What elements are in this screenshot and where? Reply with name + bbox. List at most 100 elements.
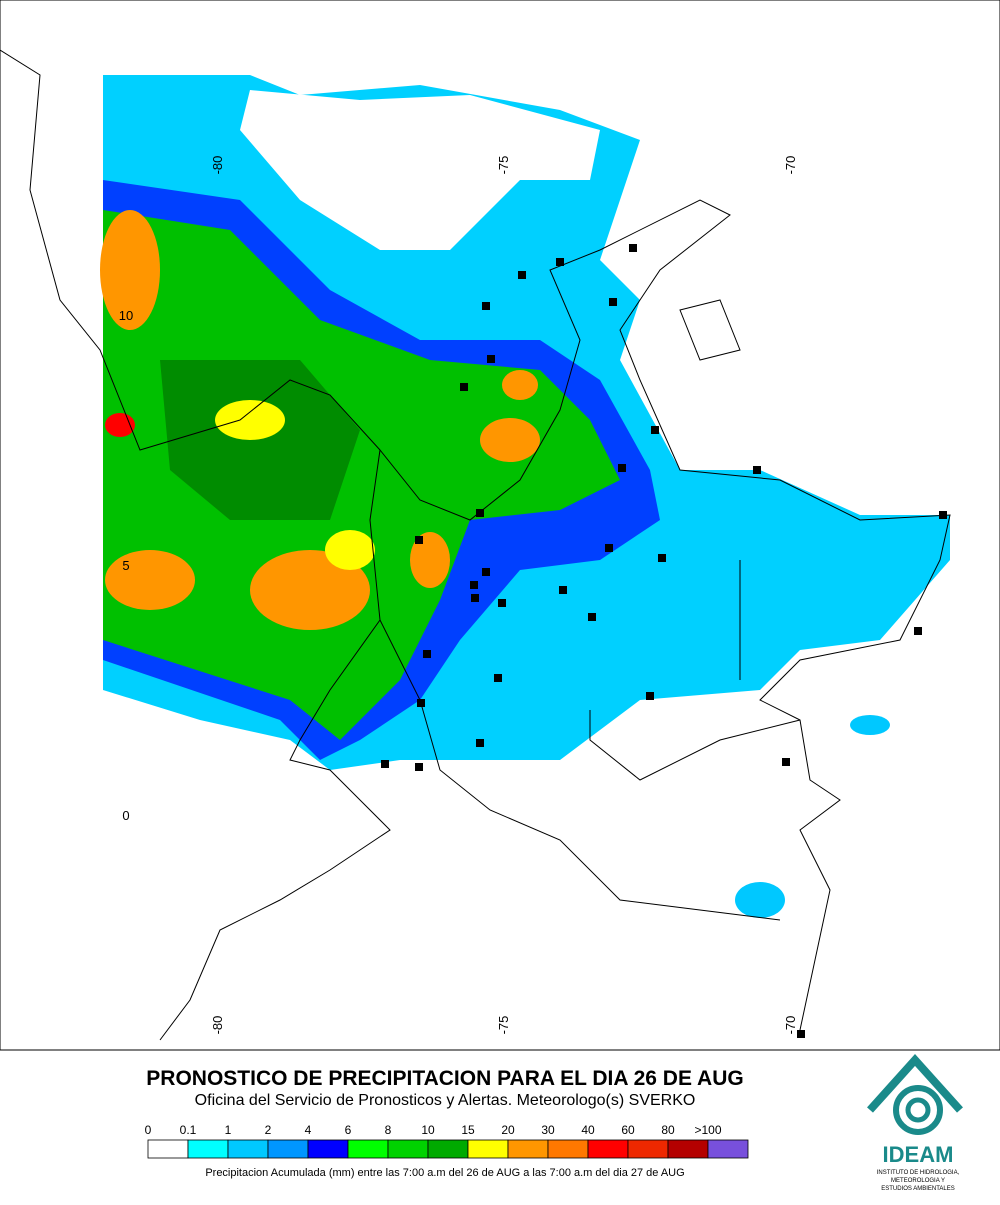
lat-label: 10 xyxy=(119,308,133,323)
city-marker xyxy=(605,544,613,552)
heavy-rain-area xyxy=(103,210,620,740)
legend-label: 40 xyxy=(581,1123,595,1137)
city-marker xyxy=(556,258,564,266)
legend-label: 80 xyxy=(661,1123,675,1137)
lat-label: 0 xyxy=(122,808,129,823)
lake xyxy=(679,299,741,361)
rain-core xyxy=(480,418,540,462)
legend-swatch xyxy=(147,1139,189,1159)
city-marker xyxy=(487,355,495,363)
city-marker xyxy=(651,426,659,434)
legend-label: 0 xyxy=(145,1123,152,1137)
city-marker xyxy=(658,554,666,562)
lon-label: -70 xyxy=(783,1016,798,1035)
legend-label: 2 xyxy=(265,1123,272,1137)
legend-swatch xyxy=(667,1139,709,1159)
legend-label: 4 xyxy=(305,1123,312,1137)
rain-core xyxy=(250,550,370,630)
logo-swirl xyxy=(893,1085,943,1135)
dry-area xyxy=(240,90,600,250)
logo-subtitle: ESTUDIOS AMBIENTALES xyxy=(881,1186,955,1192)
city-marker xyxy=(423,650,431,658)
legend-label: >100 xyxy=(694,1123,721,1137)
legend-label: 20 xyxy=(501,1123,515,1137)
legend-swatch xyxy=(187,1139,229,1159)
city-marker xyxy=(482,302,490,310)
legend-swatch xyxy=(587,1139,629,1159)
logo-name: IDEAM xyxy=(883,1142,954,1167)
legend-label: 1 xyxy=(225,1123,232,1137)
legend-caption: Precipitacion Acumulada (mm) entre las 7… xyxy=(205,1167,684,1179)
rain-patch xyxy=(850,715,890,735)
legend-swatch xyxy=(387,1139,429,1159)
city-marker xyxy=(460,383,468,391)
legend-swatch xyxy=(347,1139,389,1159)
legend: 0 0.1 1 2 4 6 8 10 15 20 30 40 60 80 >100 xyxy=(145,1123,749,1159)
legend-swatch xyxy=(627,1139,669,1159)
logo-roof xyxy=(867,1054,963,1113)
city-marker xyxy=(559,586,567,594)
city-marker xyxy=(494,674,502,682)
city-marker xyxy=(753,466,761,474)
coastline xyxy=(0,49,951,1031)
city-marker xyxy=(518,271,526,279)
city-marker xyxy=(415,763,423,771)
city-marker xyxy=(498,599,506,607)
logo-subtitle: METEOROLOGIA Y xyxy=(891,1178,945,1184)
legend-swatch xyxy=(267,1139,309,1159)
coordinate-labels: -80 -75 -70 -80 -75 -70 10 5 0 xyxy=(119,156,798,1035)
legend-swatch xyxy=(507,1139,549,1159)
city-marker xyxy=(471,594,479,602)
lon-label: -70 xyxy=(783,156,798,175)
legend-swatch xyxy=(467,1139,509,1159)
rain-core xyxy=(325,530,375,570)
legend-label: 60 xyxy=(621,1123,635,1137)
legend-swatch xyxy=(427,1139,469,1159)
legend-swatch xyxy=(307,1139,349,1159)
city-marker xyxy=(797,1030,805,1038)
city-marker xyxy=(588,613,596,621)
city-marker xyxy=(470,581,478,589)
logo-swirl xyxy=(905,1097,931,1123)
lat-label: 5 xyxy=(122,558,129,573)
city-marker xyxy=(646,692,654,700)
lon-label: -75 xyxy=(496,156,511,175)
boundaries xyxy=(0,49,951,1041)
city-marker xyxy=(415,536,423,544)
city-marker xyxy=(381,760,389,768)
city-marker xyxy=(782,758,790,766)
legend-label: 8 xyxy=(385,1123,392,1137)
city-marker xyxy=(476,509,484,517)
heavy-rain-core xyxy=(160,360,360,520)
title: PRONOSTICO DE PRECIPITACION PARA EL DIA … xyxy=(146,1067,743,1090)
legend-label: 0.1 xyxy=(180,1123,197,1137)
city-marker xyxy=(609,298,617,306)
city-marker xyxy=(417,699,425,707)
logo-subtitle: INSTITUTO DE HIDROLOGIA, xyxy=(877,1170,960,1176)
legend-swatch xyxy=(707,1139,749,1159)
legend-swatch xyxy=(227,1139,269,1159)
lon-label: -75 xyxy=(496,1016,511,1035)
lon-label: -80 xyxy=(210,156,225,175)
rain-core xyxy=(215,400,285,440)
city-marker xyxy=(914,627,922,635)
legend-label: 6 xyxy=(345,1123,352,1137)
rain-core xyxy=(100,210,160,330)
lon-label: -80 xyxy=(210,1016,225,1035)
city-marker xyxy=(629,244,637,252)
legend-label: 10 xyxy=(421,1123,435,1137)
rain-core xyxy=(410,532,450,588)
legend-label: 30 xyxy=(541,1123,555,1137)
legend-swatch xyxy=(547,1139,589,1159)
legend-label: 15 xyxy=(461,1123,475,1137)
city-marker xyxy=(476,739,484,747)
city-marker xyxy=(482,568,490,576)
subtitle: Oficina del Servicio de Pronosticos y Al… xyxy=(195,1092,696,1109)
rain-patch xyxy=(735,882,785,918)
precipitation-field xyxy=(100,75,950,918)
border xyxy=(589,560,801,781)
rain-core xyxy=(502,370,538,400)
border xyxy=(379,619,781,921)
city-marker xyxy=(618,464,626,472)
